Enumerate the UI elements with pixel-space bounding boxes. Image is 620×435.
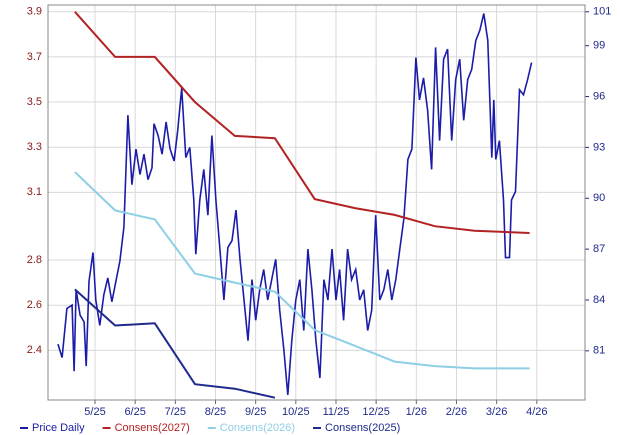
- y-tick-label: 3.7: [27, 51, 42, 63]
- y-tick-label: 2.6: [27, 299, 42, 311]
- legend-label: Consens(2026): [220, 422, 295, 434]
- y2-tick-label: 101: [593, 6, 611, 18]
- y-tick-label: 3.3: [27, 141, 42, 153]
- x-tick-label: 3/26: [486, 406, 507, 418]
- x-tick-label: 1/26: [406, 406, 427, 418]
- y2-tick-label: 84: [593, 294, 605, 306]
- y2-tick-label: 87: [593, 243, 605, 255]
- x-tick-label: 8/25: [205, 406, 226, 418]
- x-tick-label: 10/25: [282, 406, 310, 418]
- series-line: [74, 288, 276, 399]
- x-tick-label: 12/25: [362, 406, 390, 418]
- plot-area: [48, 5, 585, 400]
- y2-tick-label: 90: [593, 192, 605, 204]
- y2-tick-label: 96: [593, 90, 605, 102]
- series-line: [74, 11, 530, 234]
- x-tick-label: 11/25: [323, 406, 350, 418]
- legend-label: Consens(2025): [325, 422, 400, 434]
- x-tick-label: 7/25: [165, 406, 186, 418]
- x-tick-label: 2/26: [446, 406, 467, 418]
- x-tick-label: 9/25: [245, 406, 266, 418]
- series-line: [74, 171, 530, 370]
- y-tick-label: 3.5: [27, 96, 42, 108]
- x-tick-label: 5/25: [84, 406, 105, 418]
- y-tick-label: 2.8: [27, 254, 42, 266]
- x-tick-label: 6/25: [124, 406, 145, 418]
- x-tick-label: 4/26: [526, 406, 547, 418]
- y2-tick-label: 99: [593, 40, 605, 52]
- legend-label: Price Daily: [32, 422, 85, 434]
- series-line: [57, 13, 533, 395]
- y-tick-label: 3.1: [27, 186, 42, 198]
- y2-tick-label: 81: [593, 345, 605, 357]
- y-tick-label: 3.9: [27, 6, 42, 18]
- legend-label: Consens(2027): [115, 422, 190, 434]
- y-tick-label: 2.4: [27, 344, 42, 356]
- y2-tick-label: 93: [593, 141, 605, 153]
- plot-border: [47, 4, 586, 401]
